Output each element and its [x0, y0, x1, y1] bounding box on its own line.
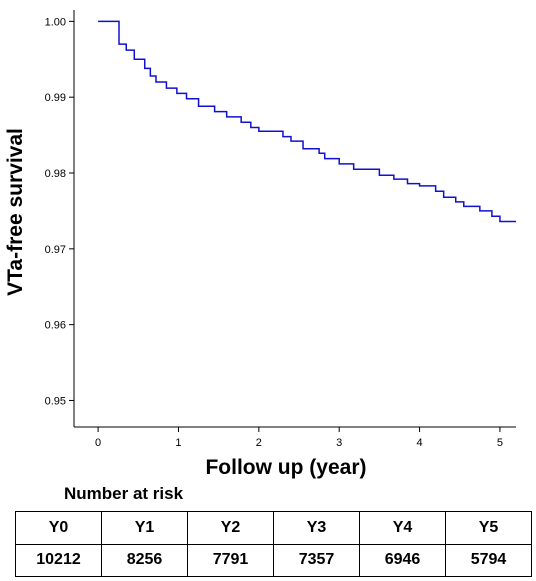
- survival-chart: 0.95 0.96 0.97 0.98 0.99 1.00 0 1 2 3 4 5 VTa-free …: [4, 10, 516, 479]
- x-tick-label: 1: [175, 437, 181, 449]
- x-tick-label: 2: [256, 437, 262, 449]
- x-tick-label: 0: [95, 437, 101, 449]
- risk-header-y3: Y3: [273, 511, 360, 545]
- x-axis-title: Follow up (year): [205, 456, 366, 479]
- y-tick-label: 0.95: [45, 395, 66, 407]
- risk-value-y3: 7357: [273, 543, 360, 577]
- risk-header-y0: Y0: [15, 511, 102, 545]
- y-tick-label: 0.99: [45, 92, 66, 104]
- survival-curve: [98, 20, 516, 223]
- risk-value-y0: 10212: [15, 543, 102, 577]
- risk-value-y1: 8256: [101, 543, 188, 577]
- x-tick-label: 4: [417, 437, 423, 449]
- axes: [73, 10, 516, 428]
- y-axis-title: VTa-free survival: [4, 128, 27, 296]
- risk-table-title: Number at risk: [64, 484, 184, 503]
- y-tick-label: 0.96: [45, 320, 66, 332]
- y-tick-label: 0.98: [45, 168, 66, 180]
- risk-value-y4: 6946: [359, 543, 446, 577]
- risk-header-y5: Y5: [445, 511, 532, 545]
- y-tick-label: 1.00: [45, 16, 66, 28]
- risk-table-value-row: 10212 8256 7791 7357 6946 5794: [15, 543, 532, 577]
- ticks: 0.95 0.96 0.97 0.98 0.99 1.00 0 1 2 3 4 5: [45, 16, 503, 449]
- risk-header-y4: Y4: [359, 511, 446, 545]
- x-tick-label: 3: [336, 437, 342, 449]
- risk-table: Y0 Y1 Y2 Y3 Y4 Y5 10212 8256 7791 7357 6…: [15, 511, 532, 577]
- risk-header-y2: Y2: [187, 511, 274, 545]
- risk-header-y1: Y1: [101, 511, 188, 545]
- y-tick-label: 0.97: [45, 244, 66, 256]
- x-tick-label: 5: [497, 437, 503, 449]
- risk-table-header-row: Y0 Y1 Y2 Y3 Y4 Y5: [15, 511, 532, 545]
- risk-value-y5: 5794: [445, 543, 532, 577]
- risk-value-y2: 7791: [187, 543, 274, 577]
